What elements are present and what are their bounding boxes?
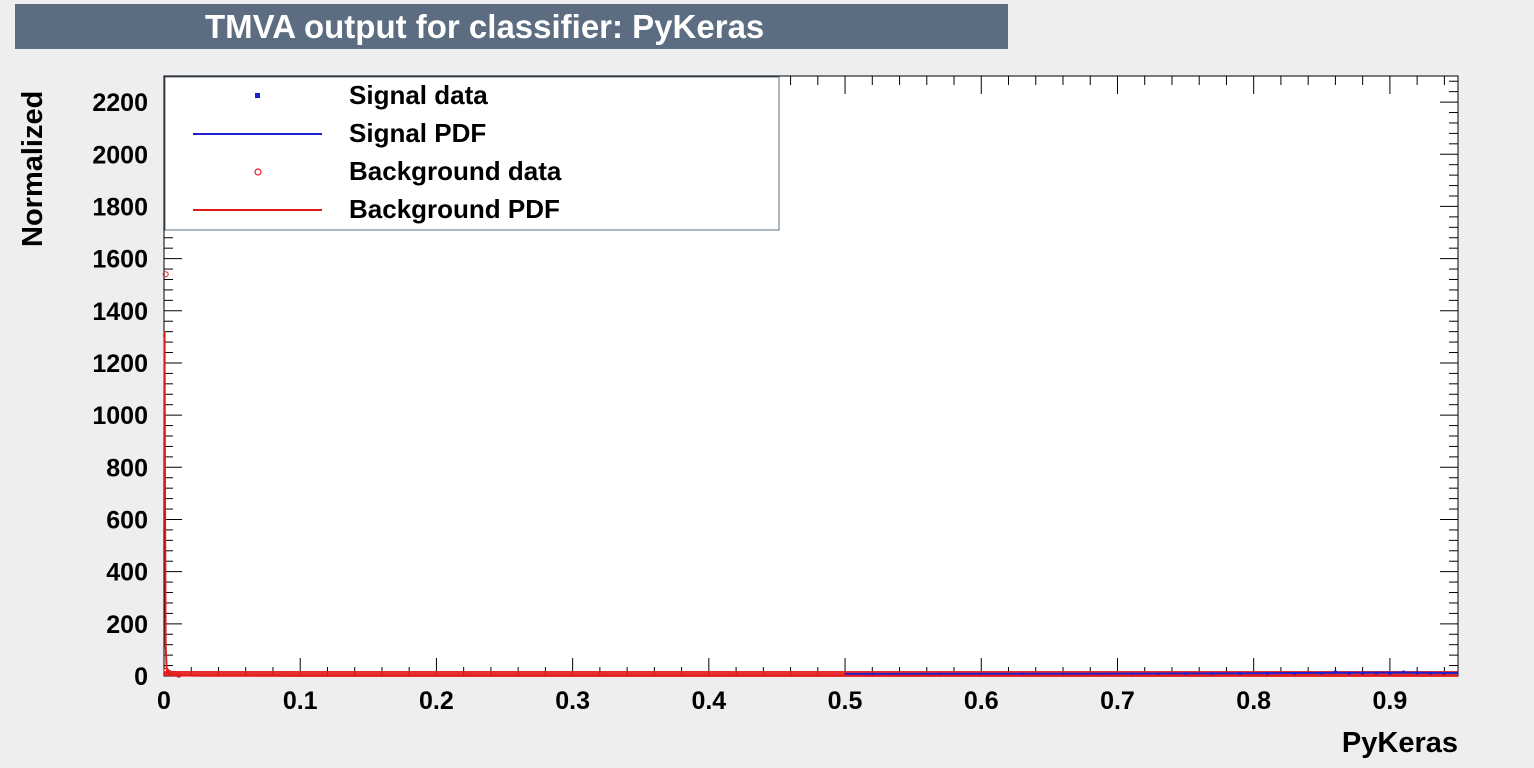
signal-pdf-line	[845, 671, 1459, 675]
legend-background-data-marker	[254, 168, 262, 176]
background-data-point	[166, 669, 173, 676]
x-tick-label: 0	[157, 687, 171, 715]
legend: Signal data Signal PDF Background data B…	[164, 76, 780, 231]
legend-label-background-pdf: Background PDF	[349, 194, 560, 224]
x-tick-label: 0.4	[691, 687, 726, 715]
y-tick-label: 1600	[92, 246, 148, 274]
y-tick-label: 1800	[92, 193, 148, 221]
x-tick-label: 0.1	[283, 687, 318, 715]
legend-signal-data-marker	[255, 93, 260, 98]
y-tick-label: 1400	[92, 298, 148, 326]
chart-title: TMVA output for classifier: PyKeras	[205, 8, 765, 45]
series-layer	[162, 271, 1459, 678]
background-pdf-line	[163, 331, 1458, 677]
x-tick-label: 0.5	[828, 687, 863, 715]
x-tick-label: 0.7	[1100, 687, 1135, 715]
background-data-point	[162, 271, 169, 278]
background-data-band	[164, 671, 1458, 676]
x-tick-label: 0.9	[1373, 687, 1408, 715]
y-tick-label: 800	[106, 454, 148, 482]
background-data-point	[170, 670, 177, 677]
legend-label-background-data: Background data	[349, 156, 562, 186]
y-tick-label: 200	[106, 611, 148, 639]
y-tick-label: 400	[106, 559, 148, 587]
x-tick-label: 0.6	[964, 687, 999, 715]
x-axis-title: PyKeras	[1342, 727, 1458, 759]
background-data-point	[175, 671, 182, 678]
y-tick-label: 0	[134, 663, 148, 691]
y-tick-label: 1000	[92, 402, 148, 430]
y-tick-label: 2200	[92, 89, 148, 117]
y-tick-label: 1200	[92, 350, 148, 378]
x-tick-labels: 0 0.1 0.2 0.3 0.4 0.5 0.6 0.7 0.8 0.9	[157, 687, 1407, 715]
x-tick-label: 0.3	[555, 687, 590, 715]
y-tick-labels: 0 200 400 600 800 1000 1200 1400 1600 1800 2000 220…	[92, 89, 148, 691]
legend-box	[164, 76, 780, 231]
x-tick-label: 0.8	[1236, 687, 1271, 715]
y-tick-label: 600	[106, 506, 148, 534]
title-bar: TMVA output for classifier: PyKeras	[15, 4, 1008, 49]
legend-label-signal-pdf: Signal PDF	[349, 118, 486, 148]
x-tick-label: 0.2	[419, 687, 454, 715]
y-axis-title: Normalized	[17, 91, 49, 247]
legend-label-signal-data: Signal data	[349, 80, 488, 110]
y-tick-label: 2000	[92, 141, 148, 169]
